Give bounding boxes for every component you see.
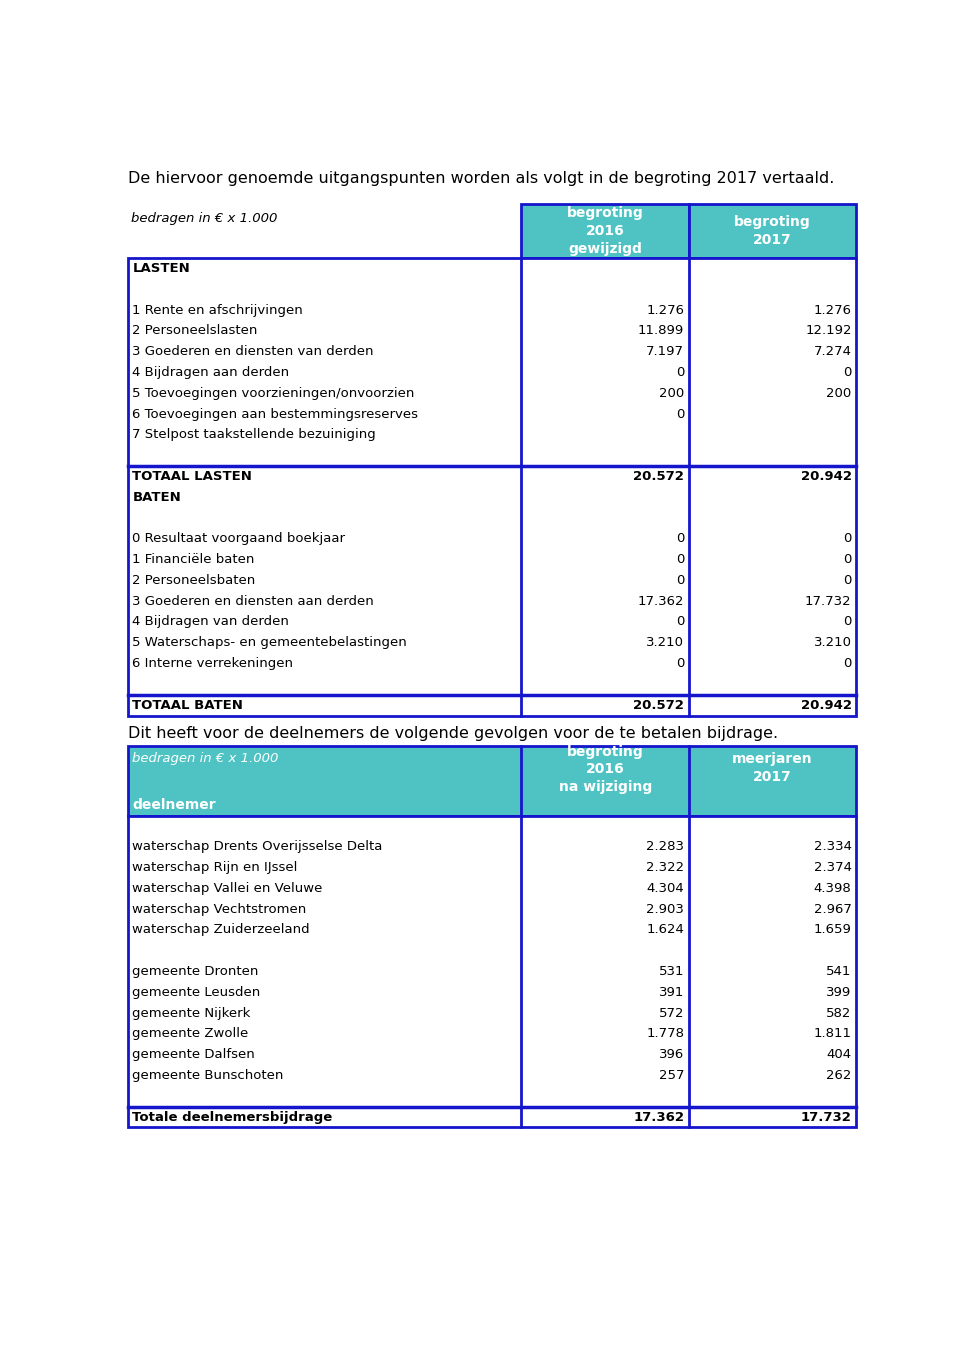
Text: 582: 582 <box>827 1006 852 1020</box>
Text: 3.210: 3.210 <box>646 637 684 649</box>
Text: Totale deelnemersbijdrage: Totale deelnemersbijdrage <box>132 1110 333 1124</box>
Text: waterschap Vallei en Veluwe: waterschap Vallei en Veluwe <box>132 882 323 894</box>
Text: 6 Interne verrekeningen: 6 Interne verrekeningen <box>132 657 294 670</box>
Text: 2 Personeelslasten: 2 Personeelslasten <box>132 324 258 337</box>
Text: 2.903: 2.903 <box>646 902 684 916</box>
Text: 257: 257 <box>659 1068 684 1082</box>
Text: 2.322: 2.322 <box>646 861 684 874</box>
Text: gemeente Leusden: gemeente Leusden <box>132 986 261 998</box>
Text: 1.778: 1.778 <box>646 1028 684 1040</box>
Text: gemeente Nijkerk: gemeente Nijkerk <box>132 1006 251 1020</box>
Text: 7.274: 7.274 <box>814 345 852 359</box>
Text: 12.192: 12.192 <box>805 324 852 337</box>
Text: meerjaren
2017: meerjaren 2017 <box>732 751 813 784</box>
Text: 5 Waterschaps- en gemeentebelastingen: 5 Waterschaps- en gemeentebelastingen <box>132 637 407 649</box>
Text: begroting
2016
na wijziging: begroting 2016 na wijziging <box>559 745 652 795</box>
Text: bedragen in € x 1.000: bedragen in € x 1.000 <box>132 753 278 765</box>
Text: 17.362: 17.362 <box>637 595 684 607</box>
Text: 0: 0 <box>676 615 684 629</box>
Text: begroting
2017: begroting 2017 <box>734 216 811 247</box>
Text: 404: 404 <box>827 1048 852 1062</box>
Text: 3.210: 3.210 <box>814 637 852 649</box>
Text: gemeente Zwolle: gemeente Zwolle <box>132 1028 249 1040</box>
Bar <box>128 258 856 715</box>
Text: 200: 200 <box>659 387 684 399</box>
Text: 17.732: 17.732 <box>801 1110 852 1124</box>
Text: 0 Resultaat voorgaand boekjaar: 0 Resultaat voorgaand boekjaar <box>132 533 346 545</box>
Text: 0: 0 <box>843 657 852 670</box>
Text: 0: 0 <box>676 657 684 670</box>
Bar <box>689 204 856 258</box>
Text: 531: 531 <box>659 965 684 978</box>
Text: 7.197: 7.197 <box>646 345 684 359</box>
Text: 0: 0 <box>676 366 684 379</box>
Text: 391: 391 <box>659 986 684 998</box>
Bar <box>128 816 856 1128</box>
Text: waterschap Zuiderzeeland: waterschap Zuiderzeeland <box>132 924 310 936</box>
Bar <box>521 204 689 258</box>
Text: LASTEN: LASTEN <box>132 262 190 275</box>
Text: 0: 0 <box>676 573 684 587</box>
Text: 200: 200 <box>827 387 852 399</box>
Text: TOTAAL LASTEN: TOTAAL LASTEN <box>132 469 252 483</box>
Text: 0: 0 <box>843 573 852 587</box>
Text: 1.624: 1.624 <box>646 924 684 936</box>
Text: De hiervoor genoemde uitgangspunten worden als volgt in de begroting 2017 vertaa: De hiervoor genoemde uitgangspunten word… <box>128 171 834 186</box>
Text: BATEN: BATEN <box>132 491 181 503</box>
Text: 2.374: 2.374 <box>814 861 852 874</box>
Text: 4.398: 4.398 <box>814 882 852 894</box>
Text: 0: 0 <box>676 533 684 545</box>
Text: 1 Financiële baten: 1 Financiële baten <box>132 553 254 567</box>
Text: 6 Toevoegingen aan bestemmingsreserves: 6 Toevoegingen aan bestemmingsreserves <box>132 407 419 421</box>
Text: deelnemer: deelnemer <box>132 797 216 812</box>
Text: 17.732: 17.732 <box>805 595 852 607</box>
Text: 1 Rente en afschrijvingen: 1 Rente en afschrijvingen <box>132 304 303 317</box>
Text: 1.276: 1.276 <box>814 304 852 317</box>
Text: gemeente Dalfsen: gemeente Dalfsen <box>132 1048 255 1062</box>
Text: 0: 0 <box>676 553 684 567</box>
Text: 4.304: 4.304 <box>646 882 684 894</box>
Text: waterschap Rijn en IJssel: waterschap Rijn en IJssel <box>132 861 298 874</box>
Text: 1.276: 1.276 <box>646 304 684 317</box>
Text: gemeente Dronten: gemeente Dronten <box>132 965 259 978</box>
Text: 0: 0 <box>676 407 684 421</box>
Text: 20.572: 20.572 <box>634 469 684 483</box>
Text: 4 Bijdragen aan derden: 4 Bijdragen aan derden <box>132 366 290 379</box>
Text: 541: 541 <box>827 965 852 978</box>
Text: gemeente Bunschoten: gemeente Bunschoten <box>132 1068 284 1082</box>
Text: 1.811: 1.811 <box>814 1028 852 1040</box>
Text: 11.899: 11.899 <box>638 324 684 337</box>
Text: 20.942: 20.942 <box>801 699 852 712</box>
Text: 262: 262 <box>827 1068 852 1082</box>
Text: 0: 0 <box>843 533 852 545</box>
Text: 399: 399 <box>827 986 852 998</box>
Text: begroting
2016
gewijzigd: begroting 2016 gewijzigd <box>566 206 643 256</box>
Text: 396: 396 <box>659 1048 684 1062</box>
Text: 1.659: 1.659 <box>814 924 852 936</box>
Text: 0: 0 <box>843 615 852 629</box>
Text: 20.942: 20.942 <box>801 469 852 483</box>
Text: TOTAAL BATEN: TOTAAL BATEN <box>132 699 243 712</box>
Text: waterschap Vechtstromen: waterschap Vechtstromen <box>132 902 306 916</box>
Text: 0: 0 <box>843 366 852 379</box>
Text: 2.967: 2.967 <box>814 902 852 916</box>
Text: Dit heeft voor de deelnemers de volgende gevolgen voor de te betalen bijdrage.: Dit heeft voor de deelnemers de volgende… <box>128 726 778 742</box>
Bar <box>128 746 856 816</box>
Text: 4 Bijdragen van derden: 4 Bijdragen van derden <box>132 615 289 629</box>
Text: 2.334: 2.334 <box>814 840 852 854</box>
Text: 17.362: 17.362 <box>634 1110 684 1124</box>
Text: bedragen in € x 1.000: bedragen in € x 1.000 <box>131 212 277 225</box>
Text: 3 Goederen en diensten aan derden: 3 Goederen en diensten aan derden <box>132 595 374 607</box>
Text: 572: 572 <box>659 1006 684 1020</box>
Text: 0: 0 <box>843 553 852 567</box>
Text: 7 Stelpost taakstellende bezuiniging: 7 Stelpost taakstellende bezuiniging <box>132 429 376 441</box>
Text: 3 Goederen en diensten van derden: 3 Goederen en diensten van derden <box>132 345 373 359</box>
Text: 20.572: 20.572 <box>634 699 684 712</box>
Text: waterschap Drents Overijsselse Delta: waterschap Drents Overijsselse Delta <box>132 840 383 854</box>
Text: 2 Personeelsbaten: 2 Personeelsbaten <box>132 573 255 587</box>
Text: 5 Toevoegingen voorzieningen/onvoorzien: 5 Toevoegingen voorzieningen/onvoorzien <box>132 387 415 399</box>
Text: 2.283: 2.283 <box>646 840 684 854</box>
